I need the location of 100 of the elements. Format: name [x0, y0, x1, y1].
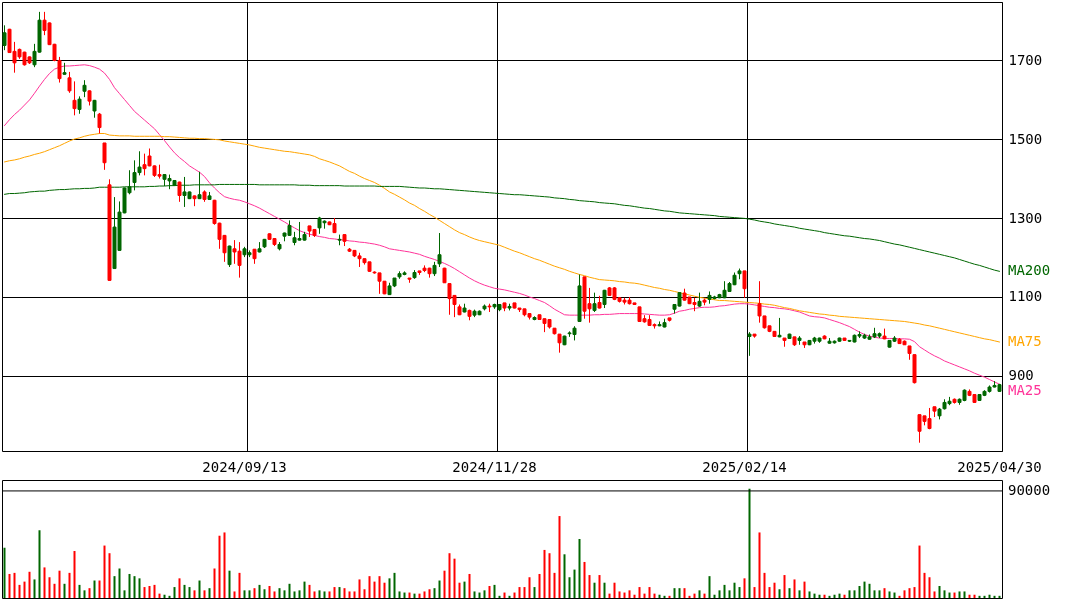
bar: [318, 590, 321, 598]
bar: [603, 582, 606, 598]
bar: [518, 587, 521, 598]
bar: [678, 588, 681, 598]
x-tick-label: 2025/02/14: [702, 458, 787, 475]
candlestick: [742, 270, 747, 299]
y-tick-label: 1100: [1008, 288, 1043, 305]
bar: [398, 591, 401, 598]
bar: [858, 585, 861, 598]
bar: [943, 590, 946, 598]
bar: [618, 591, 621, 598]
bar: [58, 570, 61, 598]
bar: [763, 572, 766, 598]
bar: [773, 582, 776, 598]
bar: [533, 587, 536, 598]
bar: [248, 590, 251, 598]
bar: [263, 589, 266, 598]
bar: [423, 591, 426, 598]
bar: [993, 595, 996, 598]
candlestick: [177, 181, 182, 203]
x-tick-label: 2024/11/28: [452, 458, 537, 475]
bar: [848, 590, 851, 598]
bar: [228, 570, 231, 598]
bar: [683, 588, 686, 598]
candlestick: [592, 292, 597, 313]
bar: [98, 580, 101, 598]
bar: [173, 587, 176, 598]
bar: [353, 591, 356, 598]
bar: [548, 553, 551, 598]
bar: [193, 590, 196, 598]
bar: [878, 590, 881, 598]
bar: [893, 592, 896, 598]
bar: [93, 580, 96, 598]
bar: [208, 588, 211, 598]
bar: [463, 581, 466, 598]
bar: [803, 581, 806, 598]
bar: [33, 579, 36, 598]
series-label: MA75: [1008, 333, 1042, 350]
bar: [243, 590, 246, 598]
bar: [38, 530, 41, 598]
bar: [563, 554, 566, 598]
bar: [808, 591, 811, 598]
bar: [313, 591, 316, 598]
line-series: [4, 133, 1000, 343]
bar: [963, 591, 966, 598]
series-label: MA25: [1008, 381, 1042, 398]
bar: [283, 590, 286, 598]
bar: [543, 549, 546, 598]
bar: [828, 595, 831, 598]
bar: [268, 585, 271, 598]
candlestick: [227, 245, 232, 268]
bar: [598, 575, 601, 598]
bar: [338, 587, 341, 598]
bar: [468, 573, 471, 598]
bar: [448, 553, 451, 598]
bar: [8, 573, 11, 598]
bar: [143, 587, 146, 598]
bar: [793, 579, 796, 598]
bar: [203, 590, 206, 598]
bar: [798, 590, 801, 598]
bar: [68, 572, 71, 598]
bar: [198, 580, 201, 598]
bar: [78, 584, 81, 598]
text: 90000: [1008, 481, 1051, 498]
bar: [628, 590, 631, 598]
candlestick: [2, 24, 7, 51]
bar: [488, 585, 491, 598]
bar: [23, 581, 26, 598]
bar: [288, 583, 291, 598]
bar: [668, 595, 671, 598]
bar: [408, 592, 411, 598]
bar: [328, 591, 331, 598]
bar: [53, 583, 56, 598]
bar: [483, 590, 486, 598]
bar: [388, 578, 391, 598]
bar: [213, 568, 216, 598]
bar: [83, 590, 86, 598]
bar: [368, 576, 371, 598]
bar: [788, 588, 791, 598]
bar: [323, 591, 326, 598]
bar: [728, 590, 731, 598]
bar: [898, 595, 901, 598]
bar: [168, 595, 171, 598]
bar: [343, 588, 346, 598]
bar: [28, 571, 31, 598]
bar: [103, 545, 106, 598]
bar: [258, 584, 261, 598]
bar: [903, 590, 906, 598]
bar: [958, 591, 961, 598]
bar: [153, 584, 156, 598]
bar: [738, 587, 741, 598]
bar: [623, 592, 626, 598]
bar: [933, 591, 936, 598]
bar: [48, 577, 51, 598]
bar: [663, 595, 666, 598]
bar: [303, 581, 306, 598]
bar: [938, 585, 941, 598]
bar: [523, 587, 526, 598]
candlestick: [777, 317, 782, 338]
bar: [928, 577, 931, 598]
